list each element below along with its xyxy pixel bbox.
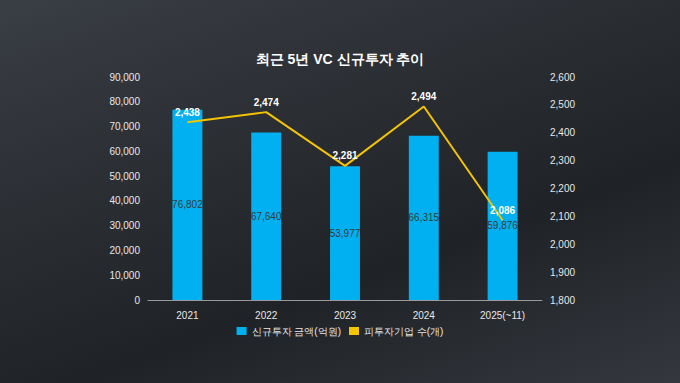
svg-text:66,315: 66,315 — [409, 212, 440, 223]
svg-text:피투자기업 수(개): 피투자기업 수(개) — [364, 326, 443, 337]
svg-text:2,494: 2,494 — [411, 91, 436, 102]
svg-text:2021: 2021 — [176, 310, 199, 321]
svg-text:2024: 2024 — [413, 310, 436, 321]
svg-text:2,100: 2,100 — [550, 211, 575, 222]
svg-text:2023: 2023 — [334, 310, 357, 321]
svg-text:2,400: 2,400 — [550, 127, 575, 138]
svg-text:10,000: 10,000 — [109, 270, 140, 281]
svg-text:2,086: 2,086 — [490, 205, 515, 216]
svg-text:90,000: 90,000 — [109, 72, 140, 83]
svg-text:2,200: 2,200 — [550, 183, 575, 194]
svg-text:2,500: 2,500 — [550, 99, 575, 110]
svg-text:2,474: 2,474 — [254, 97, 279, 108]
svg-text:2,281: 2,281 — [332, 150, 357, 161]
svg-text:20,000: 20,000 — [109, 245, 140, 256]
svg-text:67,640: 67,640 — [251, 211, 282, 222]
svg-text:30,000: 30,000 — [109, 220, 140, 231]
svg-text:53,977: 53,977 — [330, 228, 361, 239]
svg-text:2022: 2022 — [255, 310, 278, 321]
svg-text:59,876: 59,876 — [487, 220, 518, 231]
svg-text:50,000: 50,000 — [109, 171, 140, 182]
svg-text:1,800: 1,800 — [550, 295, 575, 306]
svg-text:2,600: 2,600 — [550, 72, 575, 83]
svg-text:60,000: 60,000 — [109, 146, 140, 157]
svg-text:70,000: 70,000 — [109, 121, 140, 132]
svg-text:2,300: 2,300 — [550, 155, 575, 166]
svg-text:76,802: 76,802 — [172, 199, 203, 210]
svg-text:1,900: 1,900 — [550, 267, 575, 278]
svg-text:신규투자 금액(억원): 신규투자 금액(억원) — [252, 326, 341, 337]
svg-text:0: 0 — [134, 295, 140, 306]
svg-text:2,438: 2,438 — [175, 107, 200, 118]
svg-text:80,000: 80,000 — [109, 96, 140, 107]
svg-text:2025(~11): 2025(~11) — [480, 310, 525, 321]
svg-text:최근 5년 VC 신규투자 추이: 최근 5년 VC 신규투자 추이 — [256, 51, 425, 67]
svg-text:2,000: 2,000 — [550, 239, 575, 250]
svg-text:40,000: 40,000 — [109, 195, 140, 206]
